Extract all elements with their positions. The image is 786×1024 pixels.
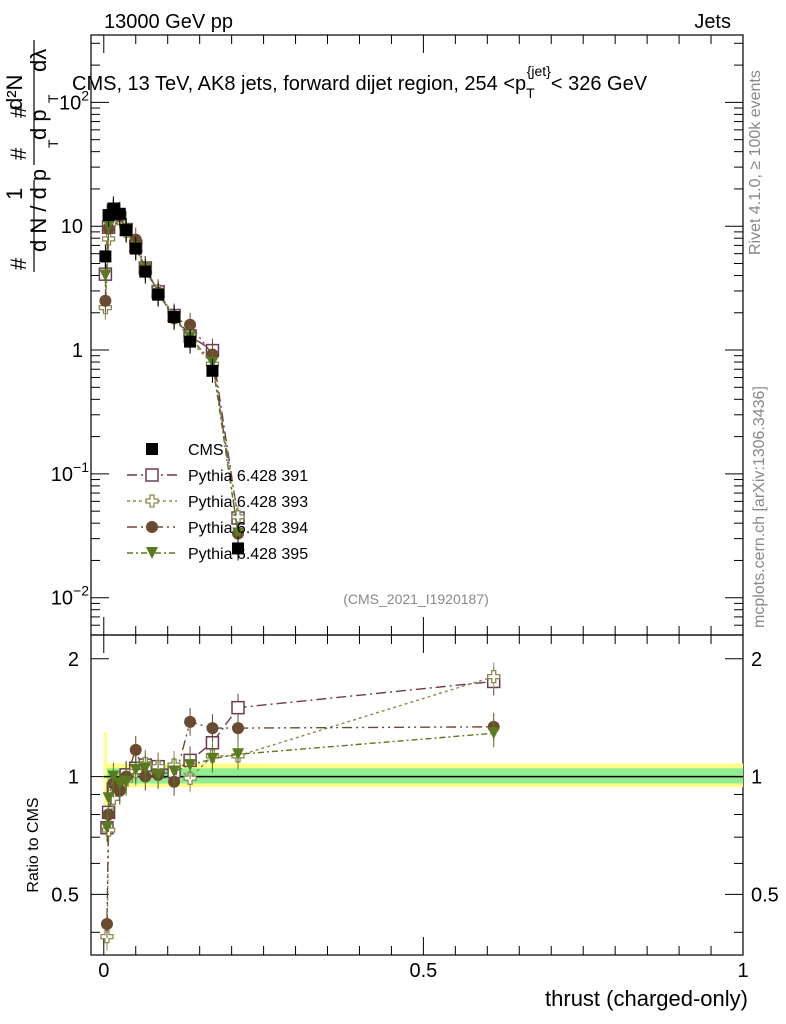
data-point (184, 318, 197, 331)
ratio-point (206, 722, 219, 735)
legend-label: Pythia 6.428 391 (188, 468, 308, 485)
ratio-point (232, 722, 245, 735)
ratio-line-2 (106, 720, 494, 925)
ylabel-hash2: # (6, 147, 31, 160)
data-point (206, 364, 219, 377)
ratio-point (487, 670, 501, 684)
data-point (168, 310, 181, 323)
ratio-point (102, 792, 115, 805)
data-point (99, 250, 112, 263)
data-point (113, 207, 126, 220)
ratio-panel: 0 0.5 1 0.5 0.5 1 1 2 2 (51, 634, 779, 982)
ratio-y-tick-label: 2 (68, 649, 79, 671)
data-point (120, 224, 133, 237)
ratio-point (206, 752, 219, 765)
ratio-y-tick-label: 0.5 (751, 884, 779, 906)
ratio-point (232, 748, 245, 761)
header-left: 13000 GeV pp (104, 11, 233, 33)
y-tick-label: 1 (72, 340, 83, 362)
data-point (152, 288, 165, 301)
y-tick-label: 102 (59, 87, 89, 114)
data-point (232, 542, 245, 555)
ratio-ylabel: Ratio to CMS (25, 797, 42, 892)
ratio-point (100, 918, 113, 931)
mcplots-label: mcplots.cern.ch [arXiv:1306.3436] (751, 386, 768, 628)
ratio-point (129, 743, 142, 756)
ratio-point (139, 762, 152, 775)
legend-marker (146, 547, 158, 559)
chart-title: CMS, 13 TeV, AK8 jets, forward dijet reg… (72, 63, 648, 101)
ratio-point (168, 765, 181, 778)
legend-marker (146, 521, 158, 533)
ratio-point (107, 770, 120, 783)
legend-marker (146, 443, 158, 455)
data-point (129, 242, 142, 255)
ratio-point (102, 808, 115, 821)
legend-marker (145, 468, 159, 482)
ratio-point (184, 759, 197, 772)
legend-label: Pythia 6.428 395 (188, 546, 308, 563)
ylabel-hash3: # (6, 105, 31, 118)
ratio-point (231, 700, 245, 715)
ratio-y-tick-label: 0.5 (51, 884, 79, 906)
ratio-y-tick-label: 1 (68, 767, 79, 789)
ratio-point (100, 821, 113, 834)
ratio-point (129, 763, 142, 776)
ratio-band-low (103, 731, 107, 815)
y-tick-label: 10 (61, 216, 83, 238)
y-tick-label: 10−2 (51, 583, 89, 610)
data-point (231, 510, 245, 524)
ratio-point (120, 775, 133, 788)
y-tick-label: 10−1 (51, 459, 89, 486)
data-point (139, 265, 152, 278)
ratio-y-tick-label: 1 (751, 767, 762, 789)
ratio-line-1 (106, 675, 494, 937)
ratio-y-tick-label: 2 (751, 649, 762, 671)
data-point (99, 269, 112, 282)
data-point (184, 335, 197, 348)
ratio-point (152, 768, 165, 781)
legend-label: Pythia 6.428 393 (188, 494, 308, 511)
header-right: Jets (694, 11, 731, 33)
x-axis-label: thrust (charged-only) (545, 986, 748, 1011)
ylabel-num: d²N (2, 75, 27, 110)
x-tick-label: 1 (737, 960, 748, 982)
data-point (99, 294, 112, 307)
x-tick-label: 0 (98, 960, 109, 982)
ratio-point (184, 715, 197, 728)
ylabel-one: 1 (2, 188, 27, 200)
ylabel-hash: # (6, 257, 31, 270)
ratio-frame (90, 634, 744, 956)
legend-label: CMS (188, 442, 224, 459)
ylabel-dp: d p (26, 109, 51, 140)
ylabel-sub: T (45, 139, 61, 148)
watermark: (CMS_2021_I1920187) (343, 591, 489, 607)
ratio-line-0 (106, 680, 494, 828)
ylabel-dl: dλ (26, 49, 51, 72)
data-point (232, 527, 245, 540)
ratio-point (487, 727, 500, 740)
ylabel-den: d N / d p (26, 169, 51, 252)
x-tick-label: 0.5 (409, 960, 437, 982)
rivet-label: Rivet 4.1.0, ≥ 100k events (747, 70, 764, 255)
ylabel-sub2: T (45, 94, 61, 103)
legend-label: Pythia 6.428 394 (188, 520, 308, 537)
legend-marker (145, 494, 159, 508)
